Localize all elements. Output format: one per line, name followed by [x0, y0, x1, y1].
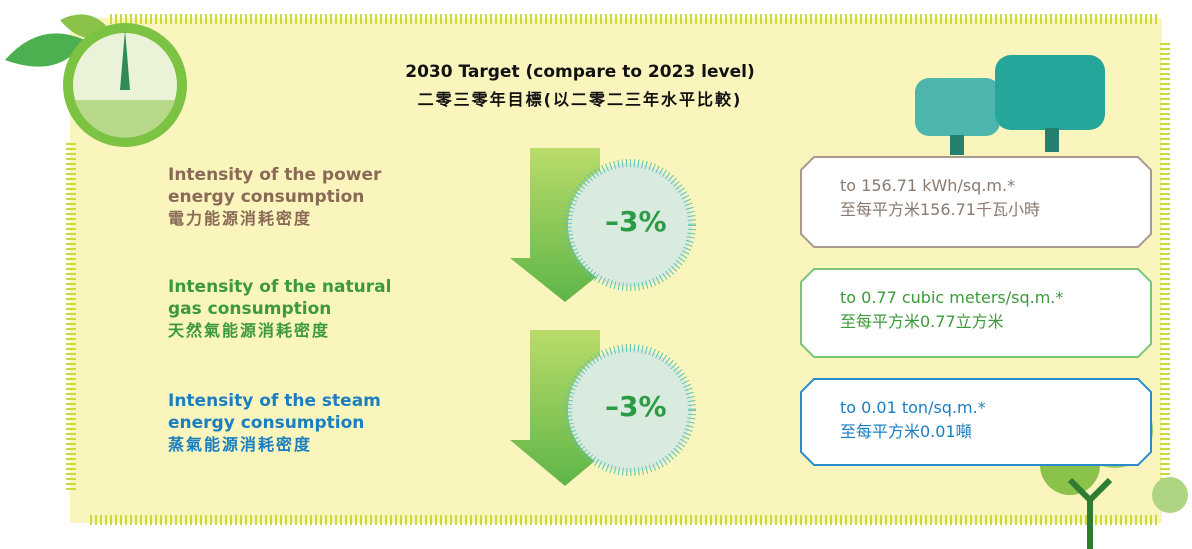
solar-panel — [915, 78, 1000, 136]
target-text: to 0.77 cubic meters/sq.m.* 至每平方米0.77立方米 — [840, 286, 1063, 334]
name-en: Intensity of the power energy consumptio… — [168, 165, 381, 207]
target-zh: 至每平方米156.71千瓦小時 — [840, 200, 1040, 219]
post — [1045, 128, 1059, 152]
target-box: to 156.71 kWh/sq.m.* 至每平方米156.71千瓦小時 — [800, 156, 1152, 248]
name-zh: 蒸氣能源消耗密度 — [168, 435, 312, 454]
item-name: Intensity of the power energy consumptio… — [168, 164, 428, 230]
page: 2030 Target (compare to 2023 level) 二零三零… — [0, 0, 1192, 549]
target-zh: 至每平方米0.01噸 — [840, 422, 972, 441]
reduction: –3% — [605, 390, 667, 423]
item-name: Intensity of the steam energy consumptio… — [168, 390, 428, 456]
target-box: to 0.01 ton/sq.m.* 至每平方米0.01噸 — [800, 378, 1152, 466]
post — [950, 135, 964, 155]
reduction: –3% — [605, 205, 667, 238]
target-text: to 0.01 ton/sq.m.* 至每平方米0.01噸 — [840, 396, 986, 444]
name-en: Intensity of the natural gas consumption — [168, 277, 391, 319]
title: 2030 Target (compare to 2023 level) — [300, 62, 860, 82]
name-zh: 天然氣能源消耗密度 — [168, 321, 330, 340]
name-en: Intensity of the steam energy consumptio… — [168, 391, 381, 433]
target-en: to 0.77 cubic meters/sq.m.* — [840, 288, 1063, 307]
item-name: Intensity of the natural gas consumption… — [168, 276, 428, 342]
target-en: to 0.01 ton/sq.m.* — [840, 398, 986, 417]
target-text: to 156.71 kWh/sq.m.* 至每平方米156.71千瓦小時 — [840, 174, 1040, 222]
tree — [1152, 477, 1188, 513]
target-en: to 156.71 kWh/sq.m.* — [840, 176, 1015, 195]
solar-panel — [995, 55, 1105, 130]
target-box: to 0.77 cubic meters/sq.m.* 至每平方米0.77立方米 — [800, 268, 1152, 358]
subtitle: 二零三零年目標(以二零二三年水平比較) — [300, 86, 860, 110]
target-zh: 至每平方米0.77立方米 — [840, 312, 1004, 331]
name-zh: 電力能源消耗密度 — [168, 209, 312, 228]
